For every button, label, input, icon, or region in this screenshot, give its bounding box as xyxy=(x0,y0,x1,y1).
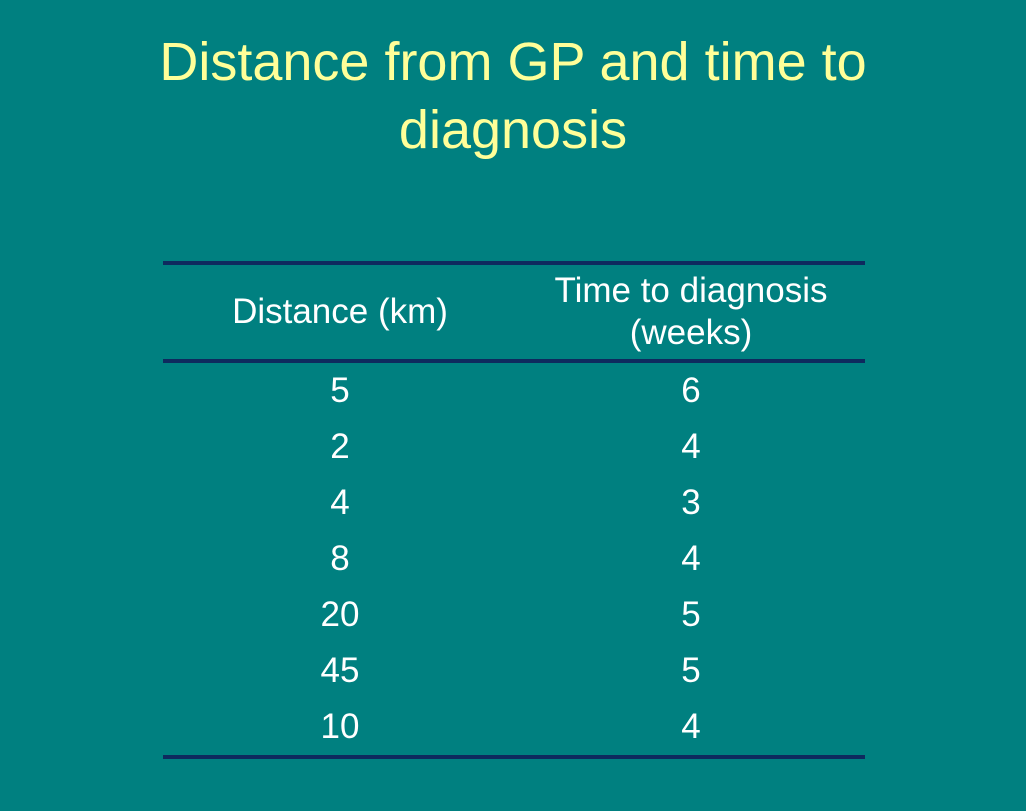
table-row: 4 3 xyxy=(163,475,865,531)
cell-time: 5 xyxy=(681,651,701,690)
cell-distance: 20 xyxy=(320,595,360,634)
table-header-row: Distance (km) Time to diagnosis (weeks) xyxy=(163,263,865,361)
column-header-distance: Distance (km) xyxy=(232,292,448,331)
cell-distance: 10 xyxy=(320,707,360,746)
cell-distance: 2 xyxy=(330,427,350,466)
slide-title-line-2: diagnosis xyxy=(398,100,628,160)
table-body: 5 6 2 4 4 3 8 4 20 5 45 5 10 4 xyxy=(163,361,865,757)
table-row: 8 4 xyxy=(163,531,865,587)
cell-time: 5 xyxy=(681,595,701,634)
table-header: Distance (km) Time to diagnosis (weeks) xyxy=(163,263,865,361)
table-row: 20 5 xyxy=(163,587,865,643)
column-header-time: Time to diagnosis (weeks) xyxy=(517,263,865,361)
cell-time: 4 xyxy=(681,539,701,578)
cell-distance: 8 xyxy=(330,539,350,578)
table-row: 45 5 xyxy=(163,643,865,699)
cell-time: 4 xyxy=(681,427,701,466)
column-header-time-line-2: (weeks) xyxy=(629,313,753,352)
table-row: 2 4 xyxy=(163,419,865,475)
slide-title-line-1: Distance from GP and time to xyxy=(159,32,867,92)
slide-title: Distance from GP and time to diagnosis xyxy=(0,28,1026,164)
cell-distance: 45 xyxy=(320,651,360,690)
cell-distance: 5 xyxy=(330,371,350,410)
distance-time-table: Distance (km) Time to diagnosis (weeks) … xyxy=(163,261,865,759)
table-row: 10 4 xyxy=(163,699,865,757)
table-row: 5 6 xyxy=(163,361,865,419)
column-header-time-line-1: Time to diagnosis xyxy=(554,271,828,310)
cell-time: 3 xyxy=(681,483,701,522)
cell-time: 6 xyxy=(681,371,701,410)
cell-time: 4 xyxy=(681,707,701,746)
cell-distance: 4 xyxy=(330,483,350,522)
